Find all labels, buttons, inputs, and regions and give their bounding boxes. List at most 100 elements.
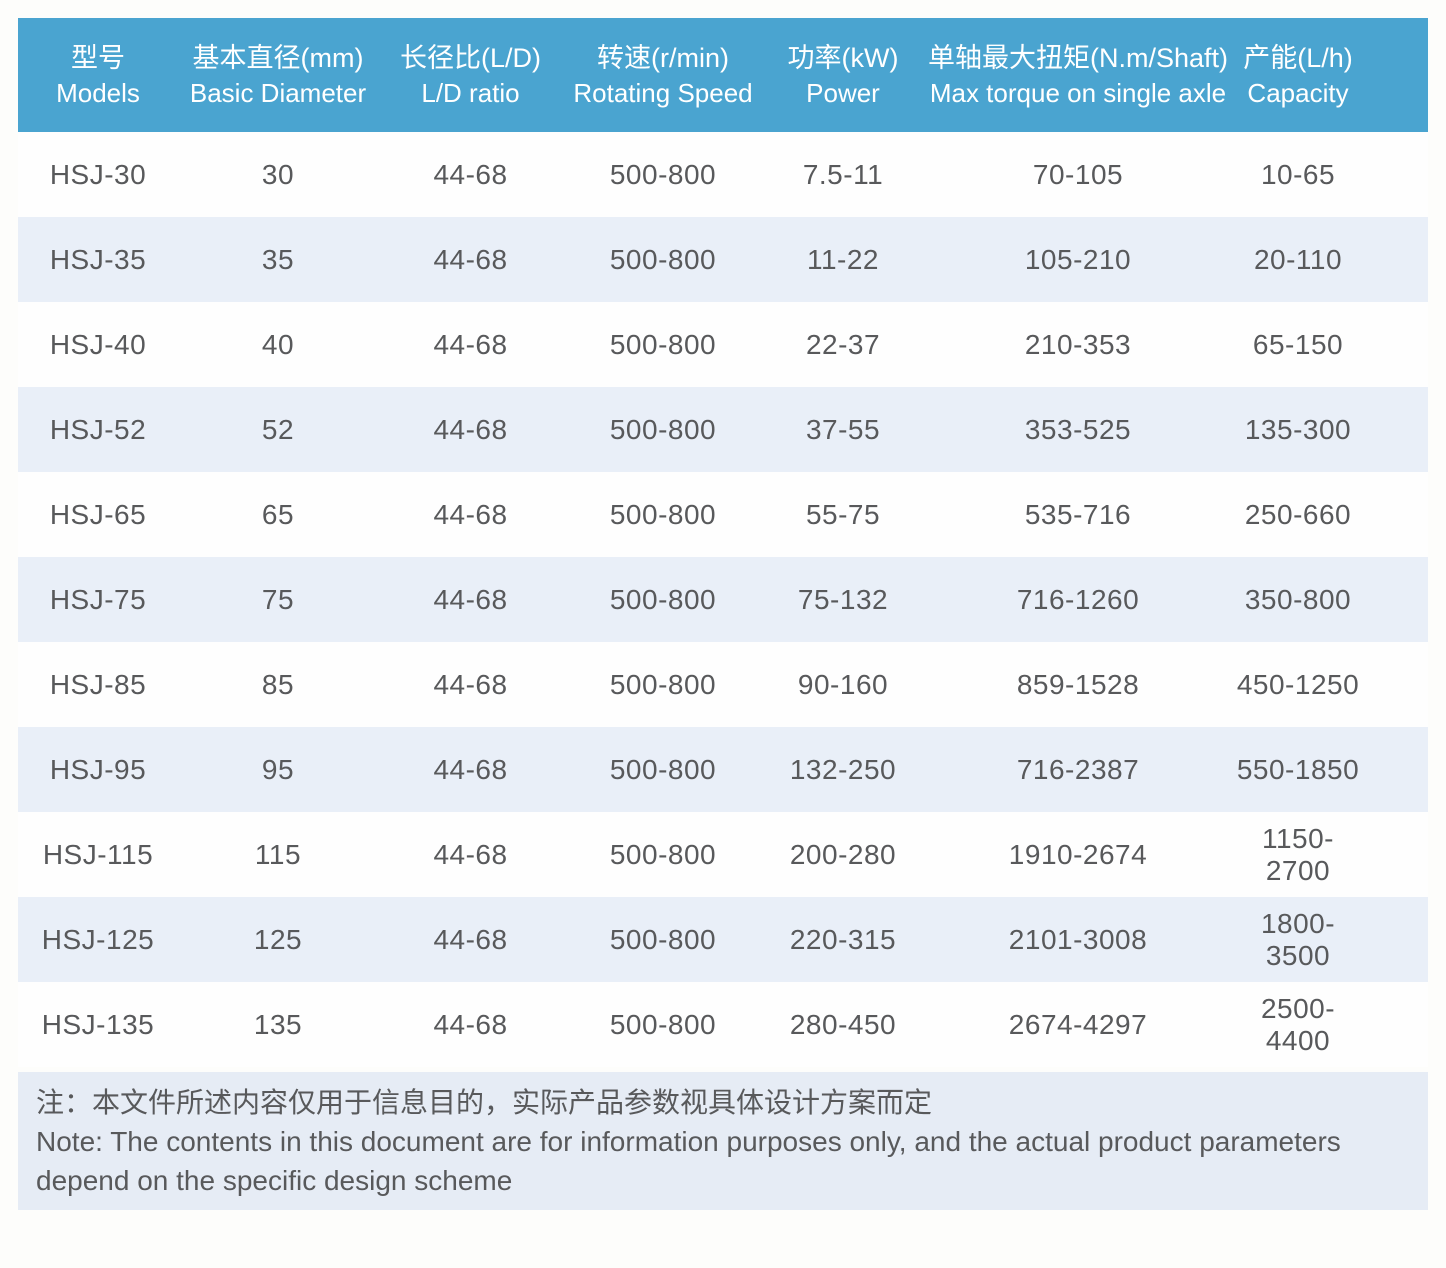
table-cell: 450-1250 (1236, 668, 1360, 700)
note-zh: 注：本文件所述内容仅用于信息目的，实际产品参数视具体设计方案而定 (36, 1087, 933, 1118)
table-cell: 20-110 (1253, 243, 1343, 275)
table-cell: 716-2387 (1016, 753, 1140, 785)
table-cell: 500-800 (609, 498, 717, 530)
table-cell: 135-300 (1244, 413, 1352, 445)
column-header-en: L/D ratio (421, 78, 520, 108)
table-cell: 52 (261, 413, 295, 445)
table-cell: 2500-4400 (1260, 992, 1336, 1056)
table-cell: 125 (253, 923, 303, 955)
table-cell: 250-660 (1244, 498, 1352, 530)
table-cell: 500-800 (609, 923, 717, 955)
column-header-basic-diameter: 基本直径(mm) Basic Diameter (178, 18, 378, 132)
table-cell: 500-800 (609, 328, 717, 360)
spec-table: 型号 Models 基本直径(mm) Basic Diameter 长径比(L/… (18, 18, 1428, 1067)
column-header-en: Models (56, 78, 140, 108)
table-cell: 280-450 (789, 1008, 897, 1040)
column-header-zh: 型号 (71, 43, 125, 73)
column-header-models: 型号 Models (18, 18, 178, 132)
column-header-rotating-speed: 转速(r/min) Rotating Speed (563, 18, 763, 132)
table-cell: 44-68 (433, 668, 508, 700)
table-cell: 550-1850 (1236, 753, 1360, 785)
column-header-en: Power (806, 78, 880, 108)
table-cell: 35 (261, 243, 295, 275)
table-cell: 44-68 (433, 498, 508, 530)
table-row: HSJ-30 30 44-68 500-800 7.5-11 70-105 10-65 (18, 132, 1428, 217)
table-cell: HSJ-85 (49, 668, 147, 700)
table-cell: HSJ-35 (49, 243, 147, 275)
table-cell: HSJ-75 (49, 583, 147, 615)
table-cell: 44-68 (433, 413, 508, 445)
table-cell: 105-210 (1024, 243, 1132, 275)
table-cell: 85 (261, 668, 295, 700)
table-cell: 44-68 (433, 158, 508, 190)
column-header-en: Rotating Speed (573, 78, 753, 108)
table-cell: 44-68 (433, 923, 508, 955)
table-cell: 44-68 (433, 583, 508, 615)
column-header-zh: 单轴最大扭矩(N.m/Shaft) (927, 43, 1229, 73)
table-cell: 535-716 (1024, 498, 1132, 530)
table-cell: 2674-4297 (1008, 1008, 1148, 1040)
column-header-capacity: 产能(L/h) Capacity (1233, 18, 1428, 132)
table-row: HSJ-40 40 44-68 500-800 22-37 210-353 65-150 (18, 302, 1428, 387)
table-cell: HSJ-115 (42, 838, 154, 870)
column-header-zh: 长径比(L/D) (400, 43, 541, 73)
table-cell: 115 (254, 838, 302, 870)
table-cell: 220-315 (789, 923, 897, 955)
table-cell: 210-353 (1024, 328, 1132, 360)
table-cell: 65 (261, 498, 295, 530)
table-cell: 500-800 (609, 583, 717, 615)
table-cell: HSJ-65 (49, 498, 147, 530)
table-cell: 22-37 (805, 328, 881, 360)
table-row: HSJ-125 125 44-68 500-800 220-315 2101-3008 18… (18, 897, 1428, 982)
column-header-power: 功率(kW) Power (763, 18, 923, 132)
table-row: HSJ-135 135 44-68 500-800 280-450 2674-4297 25… (18, 982, 1428, 1067)
table-cell: 95 (261, 753, 295, 785)
table-cell: 1910-2674 (1008, 838, 1148, 870)
table-row: HSJ-65 65 44-68 500-800 55-75 535-716 250-660 (18, 472, 1428, 557)
table-cell: 500-800 (609, 838, 717, 870)
column-header-en: Max torque on single axle (929, 78, 1227, 108)
table-cell: 2101-3008 (1008, 923, 1148, 955)
table-cell: 44-68 (433, 753, 508, 785)
table-cell: 44-68 (433, 243, 508, 275)
table-cell: HSJ-30 (49, 158, 147, 190)
table-cell: 353-525 (1024, 413, 1132, 445)
column-header-en: Capacity (1247, 78, 1349, 108)
table-row: HSJ-35 35 44-68 500-800 11-22 105-210 20-110 (18, 217, 1428, 302)
table-cell: 1800-3500 (1260, 907, 1336, 971)
table-cell: HSJ-40 (49, 328, 147, 360)
table-cell: 65-150 (1252, 328, 1344, 360)
header-row: 型号 Models 基本直径(mm) Basic Diameter 长径比(L/… (18, 18, 1428, 132)
table-cell: 44-68 (433, 1008, 508, 1040)
column-header-max-torque: 单轴最大扭矩(N.m/Shaft) Max torque on single a… (923, 18, 1233, 132)
table-header: 型号 Models 基本直径(mm) Basic Diameter 长径比(L/… (18, 18, 1428, 132)
table-cell: 30 (261, 158, 295, 190)
note-en: Note: The contents in this document are … (36, 1126, 1341, 1196)
table-cell: 716-1260 (1016, 583, 1140, 615)
table-cell: HSJ-135 (41, 1008, 155, 1040)
table-cell: 10-65 (1260, 158, 1336, 190)
table-cell: 859-1528 (1016, 668, 1140, 700)
table-cell: 55-75 (805, 498, 881, 530)
note-band: 注：本文件所述内容仅用于信息目的，实际产品参数视具体设计方案而定 Note: T… (18, 1072, 1428, 1210)
table-row: HSJ-85 85 44-68 500-800 90-160 859-1528 450-12… (18, 642, 1428, 727)
table-row: HSJ-95 95 44-68 500-800 132-250 716-2387 550-1… (18, 727, 1428, 812)
column-header-en: Basic Diameter (189, 78, 367, 108)
table-cell: HSJ-125 (41, 923, 155, 955)
column-header-ld-ratio: 长径比(L/D) L/D ratio (378, 18, 563, 132)
table-cell: HSJ-95 (49, 753, 147, 785)
table-cell: HSJ-52 (49, 413, 147, 445)
table-cell: 1150-2700 (1261, 822, 1335, 886)
table-cell: 132-250 (789, 753, 897, 785)
table-cell: 37-55 (805, 413, 881, 445)
table-cell: 40 (261, 328, 295, 360)
table-cell: 44-68 (433, 328, 508, 360)
spec-table-body: HSJ-30 30 44-68 500-800 7.5-11 70-105 10-65 HSJ… (18, 132, 1428, 1067)
table-cell: 500-800 (609, 158, 717, 190)
table-cell: 7.5-11 (802, 158, 884, 190)
table-cell: 135 (253, 1008, 303, 1040)
column-header-zh: 产能(L/h) (1243, 43, 1353, 73)
table-cell: 44-68 (433, 838, 508, 870)
table-row: HSJ-115 115 44-68 500-800 200-280 1910-2674 11… (18, 812, 1428, 897)
table-cell: 90-160 (797, 668, 889, 700)
